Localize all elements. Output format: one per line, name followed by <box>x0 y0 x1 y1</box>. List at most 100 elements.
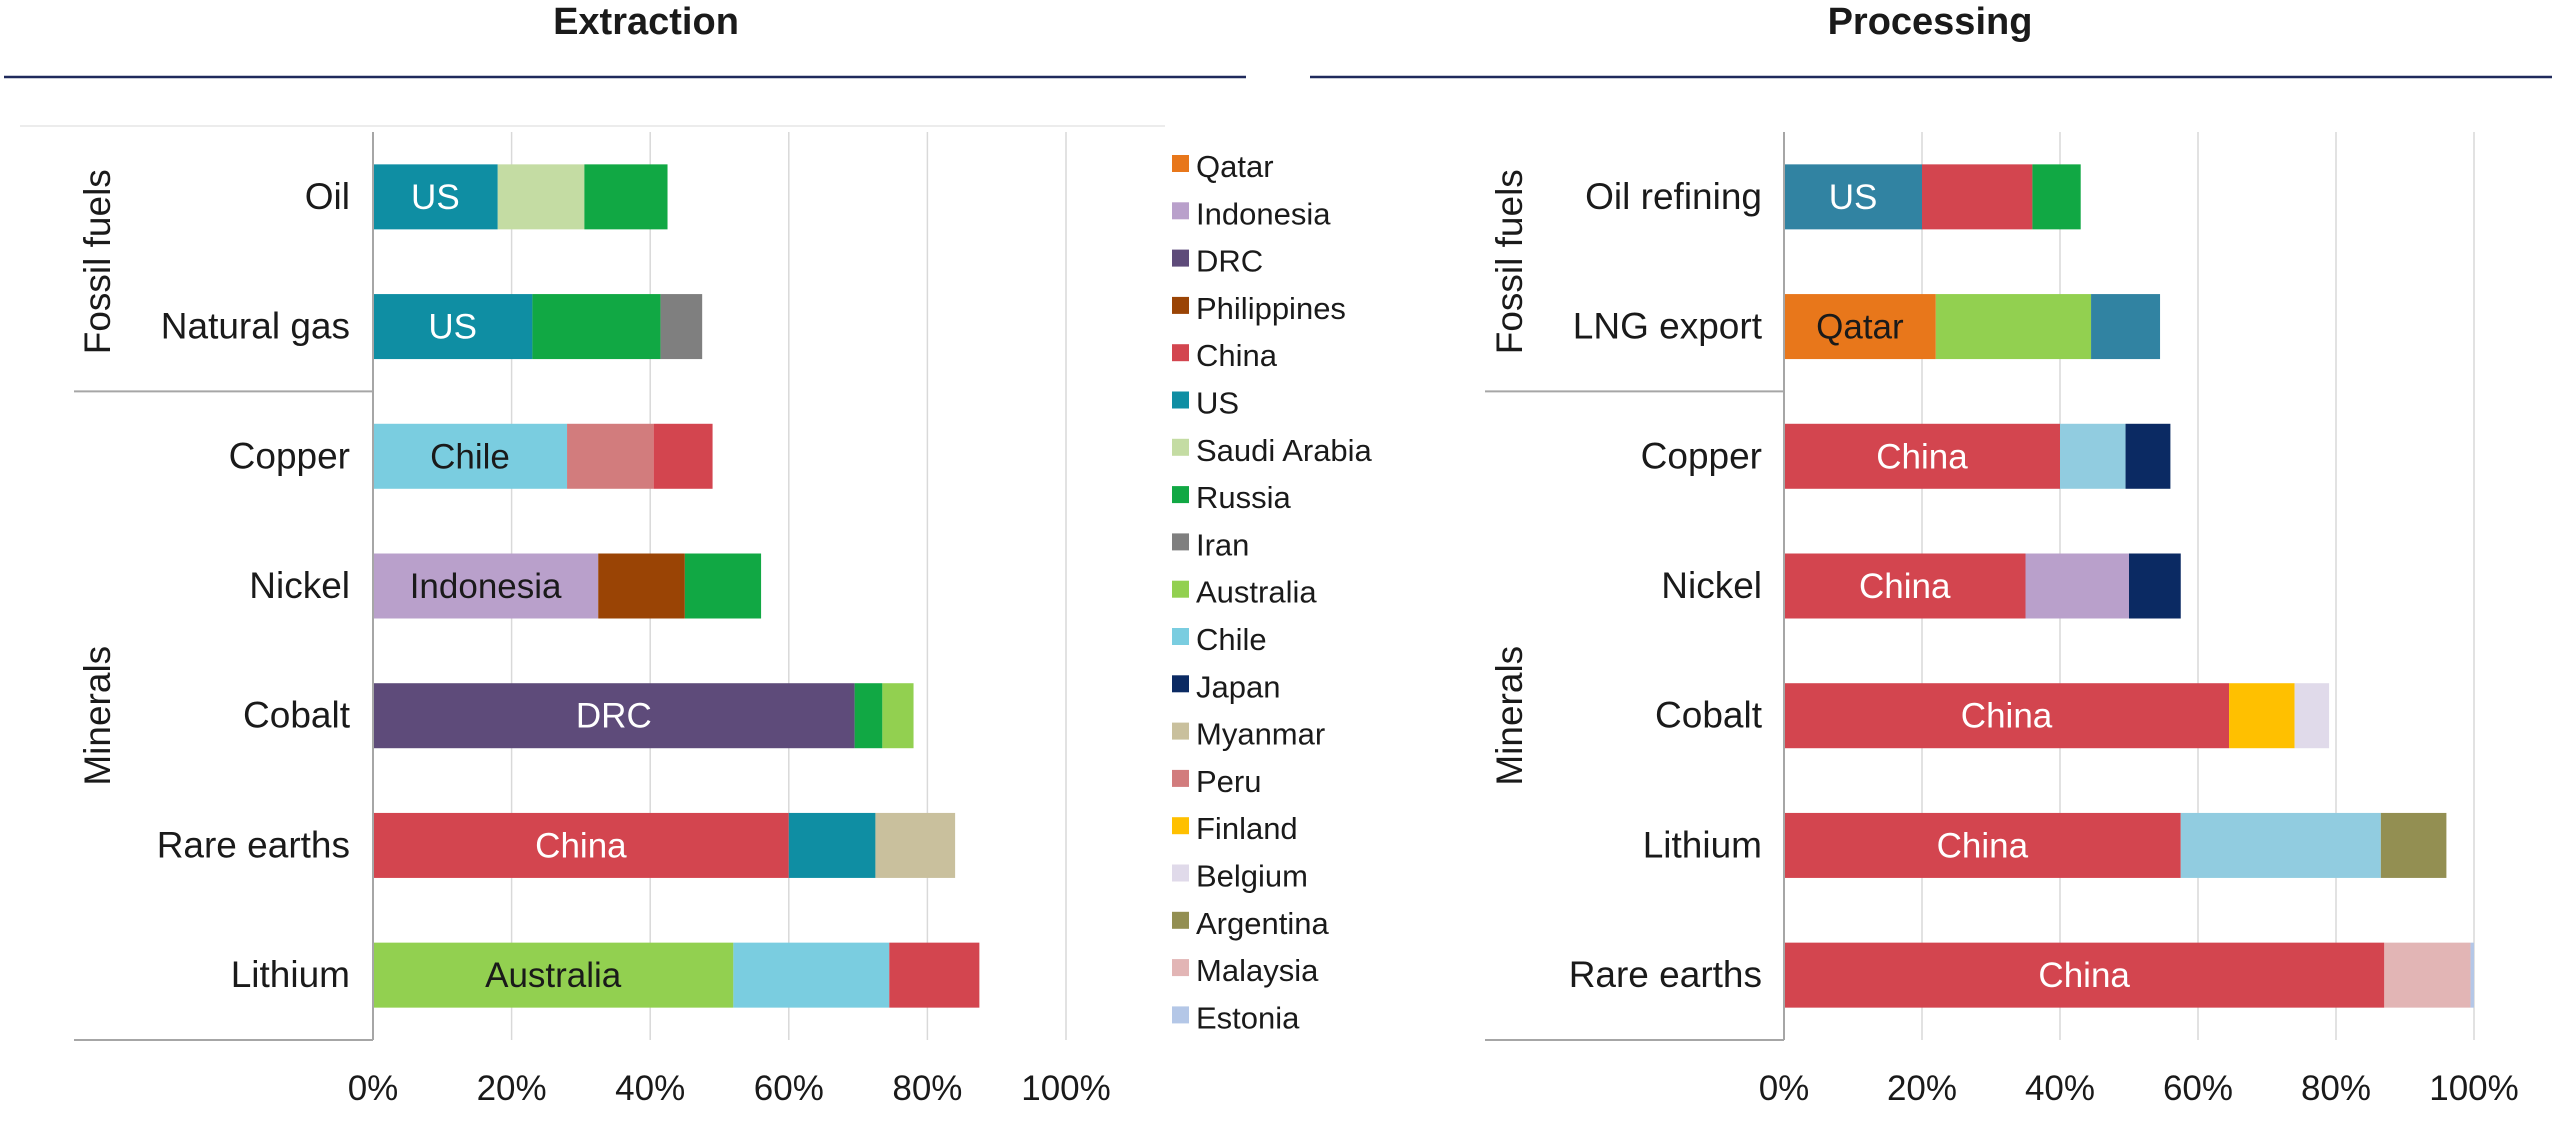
extraction-bar-natural-gas-russia <box>532 294 661 360</box>
extraction-category-label: Copper <box>229 435 350 476</box>
legend-entry-saudi-arabia: Saudi Arabia <box>1196 433 1373 468</box>
extraction-data-label: DRC <box>576 697 652 736</box>
processing-bar-copper-chile <box>2060 423 2126 489</box>
processing-x-tick-label: 100% <box>2429 1069 2519 1108</box>
processing-data-label: China <box>1961 697 2053 736</box>
processing-data-label: US <box>1829 178 1878 217</box>
processing-data-label: China <box>1937 826 2029 865</box>
extraction-bar-rare-earths-us <box>788 812 876 878</box>
processing-bar-rare-earths-estonia <box>2470 942 2474 1008</box>
processing-x-tick-label: 60% <box>2163 1069 2233 1108</box>
legend-entry-china: China <box>1196 338 1278 373</box>
extraction-bar-nickel-philippines <box>598 553 685 619</box>
legend-entry-estonia: Estonia <box>1196 1000 1300 1035</box>
processing-category-label: Cobalt <box>1655 695 1763 736</box>
processing-bar-lng-export-us <box>2091 294 2161 360</box>
processing-x-tick-label: 20% <box>1887 1069 1957 1108</box>
extraction-x-tick-label: 40% <box>615 1069 685 1108</box>
legend-swatch-estonia <box>1172 1006 1189 1024</box>
extraction-bar-rare-earths-china <box>373 812 789 878</box>
processing-group-label: Minerals <box>1489 646 1530 786</box>
processing-chart: 0% 20% 40% 60% 80% 100% US Oil refining Qatar LNG… <box>1485 132 2519 1108</box>
extraction-data-label: Australia <box>485 956 622 995</box>
legend-entry-australia: Australia <box>1196 575 1317 610</box>
legend-entry-philippines: Philippines <box>1196 291 1346 326</box>
processing-bar-lithium-chile <box>2180 812 2381 878</box>
processing-data-label: China <box>1859 567 1951 606</box>
processing-category-label: LNG export <box>1573 306 1763 347</box>
extraction-chart: 0% 20% 40% 60% 80% 100% US Oil US Natural gas Chil… <box>74 132 1111 1108</box>
extraction-data-label: Chile <box>430 437 510 476</box>
processing-bar-oil-refining-russia <box>2032 164 2081 230</box>
legend-swatch-us <box>1172 391 1189 409</box>
processing-bar-lithium-china <box>1784 812 2181 878</box>
extraction-bar-copper-chile <box>373 423 568 489</box>
processing-bar-cobalt-belgium <box>2294 683 2330 749</box>
legend-swatch-russia <box>1172 486 1189 504</box>
legend-entry-argentina: Argentina <box>1196 906 1329 941</box>
extraction-bar-oil-russia <box>584 164 668 230</box>
extraction-bar-cobalt-russia <box>854 683 883 749</box>
extraction-x-tick-label: 60% <box>754 1069 824 1108</box>
extraction-category-label: Nickel <box>249 565 350 606</box>
legend-swatch-china <box>1172 344 1189 362</box>
legend-entry-belgium: Belgium <box>1196 859 1308 894</box>
legend-entry-us: US <box>1196 386 1239 421</box>
processing-bar-nickel-japan <box>2129 553 2181 619</box>
extraction-data-label: Indonesia <box>410 567 562 606</box>
processing-bar-nickel-china <box>1784 553 2026 619</box>
extraction-data-label: China <box>535 826 627 865</box>
processing-data-label: China <box>2038 956 2130 995</box>
extraction-bar-lithium-china <box>889 942 980 1008</box>
legend-swatch-iran <box>1172 533 1189 551</box>
processing-bar-lng-export-qatar <box>1784 294 1936 360</box>
extraction-bar-nickel-russia <box>684 553 762 619</box>
processing-category-label: Lithium <box>1643 824 1762 865</box>
extraction-bar-natural-gas-iran <box>660 294 703 360</box>
extraction-x-tick-label: 20% <box>477 1069 547 1108</box>
legend-entry-finland: Finland <box>1196 811 1298 846</box>
legend-swatch-malaysia <box>1172 959 1189 977</box>
processing-category-label: Nickel <box>1661 565 1762 606</box>
extraction-x-tick-label: 100% <box>1021 1069 1111 1108</box>
processing-data-label: China <box>1876 437 1968 476</box>
processing-category-label: Copper <box>1641 435 1762 476</box>
processing-category-label: Oil refining <box>1585 176 1762 217</box>
legend-entry-peru: Peru <box>1196 764 1261 799</box>
extraction-bar-copper-peru <box>567 423 654 489</box>
processing-bar-rare-earths-malaysia <box>2384 942 2471 1008</box>
extraction-bar-lithium-chile <box>733 942 890 1008</box>
legend-swatch-qatar <box>1172 155 1189 172</box>
legend-entry-iran: Iran <box>1196 527 1249 562</box>
processing-bar-copper-japan <box>2125 423 2171 489</box>
extraction-bar-cobalt-australia <box>882 683 914 749</box>
extraction-category-label: Oil <box>305 176 350 217</box>
extraction-header: Extraction <box>553 1 739 43</box>
legend-entry-drc: DRC <box>1196 244 1263 279</box>
legend-entry-malaysia: Malaysia <box>1196 953 1319 988</box>
extraction-bar-natural-gas-us <box>373 294 533 360</box>
extraction-category-label: Natural gas <box>161 306 350 347</box>
processing-x-tick-label: 80% <box>2301 1069 2371 1108</box>
legend-entry-russia: Russia <box>1196 480 1292 515</box>
legend-entry-indonesia: Indonesia <box>1196 196 1331 231</box>
legend-swatch-myanmar <box>1172 722 1189 740</box>
legend-swatch-finland <box>1172 817 1189 835</box>
processing-data-label: Qatar <box>1816 308 1904 347</box>
extraction-category-label: Rare earths <box>157 824 350 865</box>
extraction-bar-cobalt-drc <box>373 683 855 749</box>
legend-swatch-belgium <box>1172 864 1189 882</box>
legend-swatch-drc <box>1172 249 1189 267</box>
processing-header: Processing <box>1828 1 2033 43</box>
processing-x-tick-label: 0% <box>1759 1069 1810 1108</box>
legend-swatch-peru <box>1172 769 1189 787</box>
legend-swatch-indonesia <box>1172 202 1189 220</box>
processing-bar-lithium-argentina <box>2380 812 2447 878</box>
processing-bar-cobalt-china <box>1784 683 2230 749</box>
processing-x-tick-label: 40% <box>2025 1069 2095 1108</box>
processing-bar-lng-export-australia <box>1935 294 2092 360</box>
extraction-category-label: Lithium <box>231 954 350 995</box>
extraction-bar-oil-us <box>373 164 498 230</box>
legend-swatch-saudi-arabia <box>1172 438 1189 456</box>
extraction-bar-nickel-indonesia <box>373 553 599 619</box>
